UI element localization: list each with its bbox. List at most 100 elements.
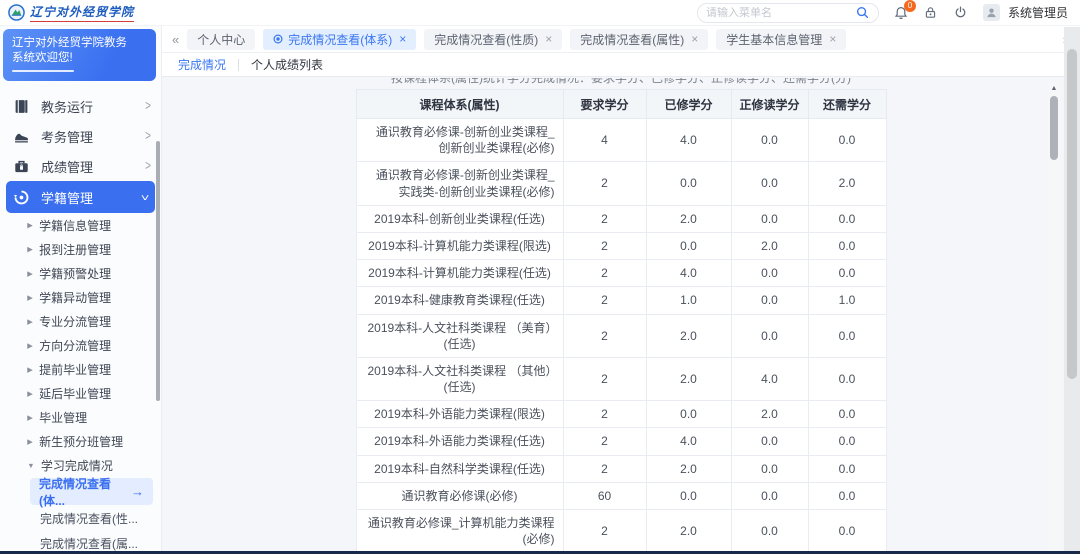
tabs-collapse-icon[interactable]: «: [172, 31, 180, 47]
sidebar-subitem-学籍预警处理[interactable]: ▶ 学籍预警处理: [0, 261, 161, 285]
content-scrollbar[interactable]: ▲: [1048, 82, 1060, 551]
sidebar-subitem-新生预分班管理[interactable]: ▶ 新生预分班管理: [0, 429, 161, 453]
scroll-up-icon[interactable]: ▲: [1050, 85, 1058, 92]
lock-icon[interactable]: [923, 5, 939, 21]
triangle-right-icon: ▶: [27, 340, 33, 350]
cell-credit-0: 2: [562, 313, 647, 358]
cell-course-system: 通识教育必修课(必修): [355, 481, 564, 511]
user-avatar[interactable]: [982, 4, 1000, 21]
sidebar-subitem-专业分流管理[interactable]: ▶ 专业分流管理: [0, 309, 161, 333]
table-row: 通识教育必修课-创新创业类课程_实践类-创新创业类课程(必修) 2 0.0 0.0 2.…: [355, 161, 887, 206]
cell-course-system: 通识教育必修课-创新创业类课程_实践类-创新创业类课程(必修): [355, 161, 564, 206]
search-input[interactable]: [705, 6, 856, 19]
cell-credit-1: 0.0: [645, 161, 732, 206]
content-scrollbar-thumb[interactable]: [1050, 96, 1058, 160]
menu-search-box[interactable]: [696, 2, 879, 23]
tab-个人中心[interactable]: 个人中心: [187, 28, 256, 50]
sidebar-subitem-报到注册管理[interactable]: ▶ 报到注册管理: [0, 237, 161, 261]
clipped-summary-text: 按课程体系(属性)统计学分完成情况：要求学分、已修学分、正修读学分、还需学分(分…: [391, 78, 851, 85]
close-icon[interactable]: ×: [691, 32, 699, 46]
tab-学生基本信息管理[interactable]: 学生基本信息管理 ×: [716, 28, 847, 50]
triangle-right-icon: ▶: [27, 364, 33, 374]
search-icon[interactable]: [856, 6, 870, 20]
sidebar-item-考务管理[interactable]: 考务管理 >: [0, 121, 161, 151]
subtab-divider: [238, 58, 240, 71]
column-header: 已修学分: [645, 89, 732, 119]
cell-credit-2: 0.0: [730, 481, 809, 511]
window-scrollbar[interactable]: [1064, 27, 1080, 551]
window-bottom-border: [0, 551, 1080, 554]
top-right-actions: 0 系统管理员: [696, 0, 1068, 23]
subtab-strip: 完成情况 个人成绩列表: [162, 53, 1080, 77]
current-user-name[interactable]: 系统管理员: [1007, 6, 1068, 20]
table-row: 2019本科-人文社科类课程 （美育）(任选) 2 2.0 0.0 0.0: [355, 313, 887, 358]
cell-credit-2: 0.0: [730, 313, 809, 358]
notification-badge: 0: [903, 0, 916, 12]
sidebar-item-学籍管理[interactable]: 学籍管理 >: [6, 181, 155, 213]
cell-credit-0: 2: [562, 454, 647, 483]
sidebar-item-label: 成绩管理: [41, 159, 94, 175]
sidebar-item-成绩管理[interactable]: 成绩管理 >: [0, 151, 161, 181]
cell-credit-1: 4.0: [645, 117, 732, 163]
cell-course-system: 2019本科-人文社科类课程 （美育）(任选): [355, 313, 564, 358]
cell-credit-3: 0.0: [807, 400, 887, 429]
table-row: 通识教育必修课_计算机能力类课程(必修) 2 2.0 0.0 0.0: [355, 508, 887, 551]
sidebar-subitem-label: 新生预分班管理: [39, 434, 124, 449]
sidebar-group-学习完成情况[interactable]: ▼ 学习完成情况: [0, 453, 161, 477]
credits-table-body: 通识教育必修课-创新创业类课程_创新创业类课程(必修) 4 4.0 0.0 0.0 通识教…: [355, 117, 887, 551]
column-header: 课程体系(属性): [355, 89, 564, 119]
subtab-个人成绩列表[interactable]: 个人成绩列表: [251, 58, 324, 72]
sidebar-leaf-完成情况查看(性...[interactable]: 完成情况查看(性...: [0, 506, 161, 531]
close-icon[interactable]: ×: [829, 32, 837, 46]
main-area: « 个人中心 完成情况查看(体系) × 完成情况查看(性质) × 完成情况查看(属性) × 学…: [162, 26, 1080, 551]
sidebar-subitem-方向分流管理[interactable]: ▶ 方向分流管理: [0, 333, 161, 357]
table-row: 通识教育必修课(必修) 60 0.0 0.0 0.0: [355, 481, 887, 511]
cell-course-system: 2019本科-人文社科类课程 （其他）(任选): [355, 356, 564, 402]
sidebar-subitem-label: 毕业管理: [39, 410, 88, 425]
sidebar-subitem-学籍信息管理[interactable]: ▶ 学籍信息管理: [0, 213, 161, 237]
triangle-right-icon: ▶: [27, 388, 33, 398]
tab-完成情况查看(体系)[interactable]: 完成情况查看(体系) ×: [263, 28, 417, 50]
tab-strip: 个人中心 完成情况查看(体系) × 完成情况查看(性质) × 完成情况查看(属性) × 学生基…: [187, 28, 1055, 50]
window-scrollbar-thumb[interactable]: [1067, 49, 1077, 379]
cell-credit-2: 2.0: [730, 400, 809, 429]
welcome-underline: [12, 70, 74, 72]
cell-course-system: 2019本科-自然科学类课程(任选): [355, 454, 564, 483]
subtab-完成情况[interactable]: 完成情况: [178, 58, 227, 72]
sidebar-subitem-延后毕业管理[interactable]: ▶ 延后毕业管理: [0, 381, 161, 405]
tab-label: 完成情况查看(属性): [580, 32, 685, 47]
brand-name: 辽宁对外经贸学院: [30, 3, 135, 22]
table-row: 2019本科-计算机能力类课程(限选) 2 0.0 2.0 0.0: [355, 231, 887, 261]
tab-完成情况查看(属性)[interactable]: 完成情况查看(属性) ×: [570, 28, 709, 50]
sidebar-subitem-毕业管理[interactable]: ▶ 毕业管理: [0, 405, 161, 429]
bell-icon[interactable]: 0: [893, 0, 916, 21]
sidebar-subitem-label: 报到注册管理: [39, 242, 112, 257]
triangle-down-icon: ▼: [27, 460, 35, 470]
sidebar-subitem-提前毕业管理[interactable]: ▶ 提前毕业管理: [0, 357, 161, 381]
sidebar-subitem-label: 方向分流管理: [39, 338, 112, 353]
clipped-summary-line: 按课程体系(属性)统计学分完成情况：要求学分、已修学分、正修读学分、还需学分(分…: [356, 78, 886, 85]
sidebar-subitem-学籍异动管理[interactable]: ▶ 学籍异动管理: [0, 285, 161, 309]
welcome-line-1: 辽宁对外经贸学院教务: [12, 37, 127, 49]
content-panel: 按课程体系(属性)统计学分完成情况：要求学分、已修学分、正修读学分、还需学分(分…: [162, 77, 1080, 551]
sidebar-scrollbar[interactable]: [156, 141, 160, 401]
cell-credit-2: 0.0: [730, 427, 809, 456]
welcome-line-2: 系统欢迎您!: [12, 52, 73, 64]
close-icon[interactable]: ×: [399, 32, 407, 46]
chevron-down-icon: >: [136, 194, 152, 200]
triangle-right-icon: ▶: [27, 316, 33, 326]
sidebar-leaf-完成情况查看(体...[interactable]: 完成情况查看(体... →: [30, 477, 153, 508]
sidebar-leaf-label: 完成情况查看(属...: [40, 537, 138, 551]
close-icon[interactable]: ×: [545, 32, 553, 46]
power-icon[interactable]: [953, 5, 969, 21]
cell-course-system: 2019本科-创新创业类课程(任选): [355, 204, 564, 233]
sidebar-leaf-完成情况查看(属...[interactable]: 完成情况查看(属...: [0, 531, 161, 551]
cell-course-system: 2019本科-外语能力类课程(限选): [355, 400, 564, 429]
tab-完成情况查看(性质)[interactable]: 完成情况查看(性质) ×: [424, 28, 563, 50]
cell-credit-3: 0.0: [807, 231, 887, 261]
table-row: 2019本科-计算机能力类课程(任选) 2 4.0 0.0 0.0: [355, 259, 887, 288]
sidebar-item-label: 学籍管理: [41, 190, 94, 206]
cell-course-system: 2019本科-计算机能力类课程(限选): [355, 231, 564, 261]
sidebar-item-教务运行[interactable]: 教务运行 >: [0, 91, 161, 121]
